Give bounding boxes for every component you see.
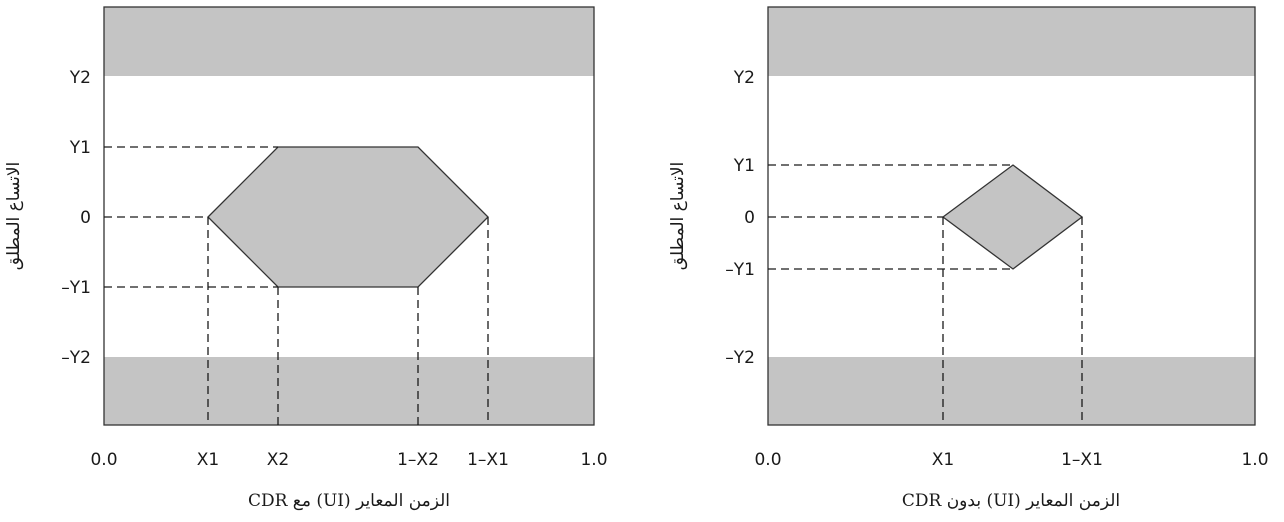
ytick-y1: Y1 [69,138,91,158]
y-axis-title: الاتساع المطلق [668,162,688,271]
dashed-guides [104,146,489,425]
xtick-0: 0.0 [754,450,781,470]
ytick-y2: Y2 [69,68,91,88]
diagram-with-cdr: Y2 Y1 0 –Y1 –Y2 0.0 X1 X2 1–X2 1–X1 1.0 … [4,6,608,511]
caption-with-cdr: الزمن المعاير (UI) مع CDR [248,491,450,511]
upper-mask-region [768,7,1255,76]
xtick-1: 1.0 [1241,450,1268,470]
plot-frame [103,6,595,426]
ytick-neg-y1: –Y1 [725,260,755,280]
plot-frame [767,6,1256,426]
xtick-1: 1.0 [580,450,607,470]
ytick-neg-y2: –Y2 [61,348,91,368]
ytick-neg-y2: –Y2 [725,348,755,368]
diagram-without-cdr: Y2 Y1 0 –Y1 –Y2 0.0 X1 1–X1 1.0 الاتساع … [668,6,1269,511]
xtick-0: 0.0 [90,450,117,470]
xtick-x1: X1 [197,450,219,470]
hexagon-eye-mask [207,146,489,288]
caption-without-cdr: الزمن المعاير (UI) بدون CDR [902,491,1120,511]
xtick-1-x1: 1–X1 [1061,450,1103,470]
y-axis-title: الاتساع المطلق [4,162,24,271]
ytick-y1: Y1 [733,156,755,176]
ytick-zero: 0 [744,208,755,228]
upper-mask-region [104,7,594,76]
xtick-1-x1: 1–X1 [467,450,509,470]
ytick-zero: 0 [80,208,91,228]
ytick-neg-y1: –Y1 [61,278,91,298]
xtick-1-x2: 1–X2 [397,450,439,470]
diamond-eye-mask [941,164,1084,270]
ytick-y2: Y2 [733,68,755,88]
lower-mask-region [768,357,1255,425]
lower-mask-region [104,357,594,425]
xtick-x1: X1 [932,450,954,470]
dashed-guides [768,164,1083,425]
xtick-x2: X2 [267,450,289,470]
